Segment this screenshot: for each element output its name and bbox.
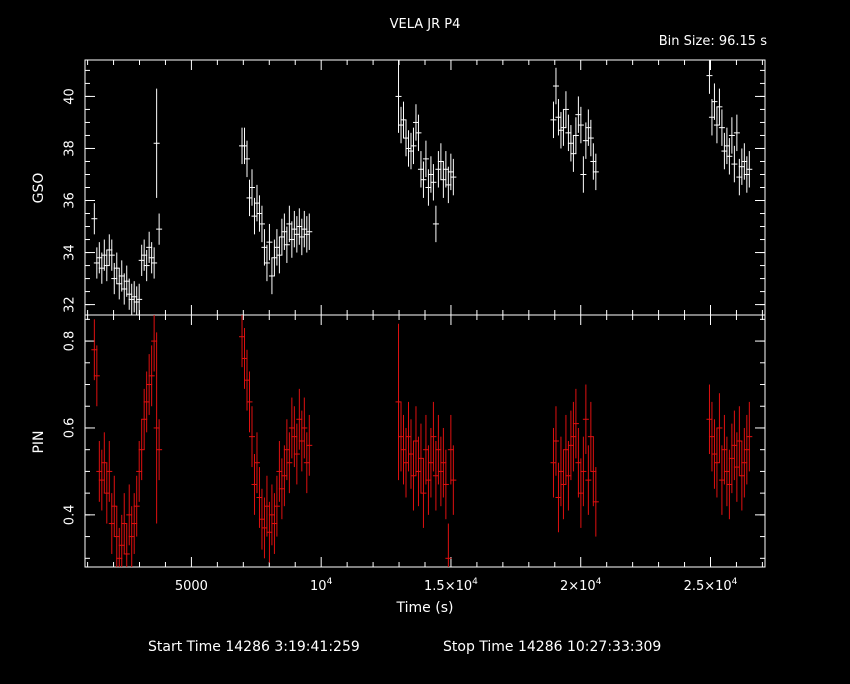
pin-point bbox=[420, 458, 427, 528]
pin-point bbox=[156, 419, 163, 481]
gso-point bbox=[108, 239, 115, 271]
stop-time-label: Stop Time 14286 10:27:33:309 bbox=[443, 639, 661, 655]
pin-point bbox=[133, 475, 140, 537]
gso-point bbox=[395, 60, 402, 133]
pin-ytick-label: 0.6 bbox=[63, 418, 78, 439]
pin-point bbox=[592, 467, 599, 537]
gso-point bbox=[718, 109, 725, 146]
pin-point bbox=[273, 475, 280, 537]
gso-point bbox=[587, 119, 594, 157]
gso-point bbox=[415, 114, 422, 152]
x-tick-label: 1.5×104 bbox=[424, 577, 478, 594]
pin-point bbox=[293, 423, 300, 485]
gso-point bbox=[733, 114, 740, 152]
gso-ytick-label: 38 bbox=[63, 140, 78, 157]
gso-point bbox=[263, 244, 270, 282]
pin-point bbox=[580, 436, 587, 507]
gso-point bbox=[711, 83, 718, 120]
gso-axis-label: GSO bbox=[31, 173, 47, 204]
gso-point bbox=[716, 88, 723, 126]
gso-point bbox=[580, 156, 587, 193]
gso-point bbox=[306, 213, 313, 250]
pin-point bbox=[582, 384, 589, 455]
gso-point bbox=[153, 88, 160, 198]
pin-point bbox=[253, 432, 260, 494]
gso-point bbox=[143, 249, 150, 282]
gso-point bbox=[420, 161, 427, 198]
gso-point bbox=[731, 145, 738, 183]
pin-point bbox=[430, 401, 437, 472]
pin-point bbox=[450, 445, 457, 515]
gso-point bbox=[552, 67, 559, 105]
gso-point bbox=[577, 106, 584, 144]
gso-point bbox=[728, 117, 735, 154]
gso-point bbox=[266, 223, 273, 261]
pin-point bbox=[106, 441, 113, 502]
gso-point bbox=[258, 205, 265, 243]
gso-ytick-label: 34 bbox=[63, 244, 78, 261]
x-tick-label: 2×104 bbox=[560, 577, 602, 594]
pin-frame bbox=[84, 314, 766, 568]
pin-point bbox=[123, 523, 130, 567]
pin-point bbox=[746, 401, 753, 472]
gso-point bbox=[726, 138, 733, 175]
gso-ytick-label: 32 bbox=[63, 296, 78, 313]
x-tick-label: 2.5×104 bbox=[684, 577, 738, 594]
x-tick-label: 5000 bbox=[175, 579, 208, 594]
pin-points bbox=[91, 315, 753, 567]
gso-point bbox=[430, 164, 437, 201]
pin-point bbox=[445, 523, 452, 567]
gso-point bbox=[244, 140, 251, 178]
gso-ytick-label: 36 bbox=[63, 192, 78, 209]
pin-axis-label: PIN bbox=[31, 430, 47, 453]
gso-point bbox=[592, 153, 599, 191]
bin-size-label: Bin Size: 96.15 s bbox=[659, 34, 767, 49]
gso-point bbox=[550, 101, 557, 139]
gso-point bbox=[562, 91, 569, 128]
gso-point bbox=[283, 226, 290, 263]
gso-point bbox=[746, 151, 753, 188]
pin-point bbox=[572, 388, 579, 459]
gso-panel: 32 34 36 38 40 bbox=[63, 59, 766, 316]
pin-point bbox=[552, 406, 559, 476]
gso-point bbox=[450, 158, 457, 196]
gso-point bbox=[422, 140, 429, 178]
pin-panel: 0.4 0.6 0.8 5000 104 1.5×104 2×104 2.5×104 bbox=[63, 314, 766, 594]
pin-point bbox=[248, 406, 255, 468]
pin-point bbox=[306, 414, 313, 476]
pin-ytick-label: 0.4 bbox=[63, 505, 78, 526]
pin-point bbox=[585, 445, 592, 515]
pin-ytick-label: 0.8 bbox=[63, 331, 78, 352]
gso-point bbox=[91, 203, 98, 235]
gso-point bbox=[706, 60, 713, 94]
pin-point bbox=[442, 449, 449, 520]
pin-point bbox=[148, 345, 155, 407]
pin-point bbox=[246, 371, 253, 433]
gso-points bbox=[91, 60, 753, 315]
gso-point bbox=[248, 169, 255, 206]
x-tick-label: 104 bbox=[310, 577, 333, 594]
gso-frame bbox=[84, 59, 766, 316]
gso-point bbox=[572, 117, 579, 154]
gso-point bbox=[136, 283, 143, 315]
pin-point bbox=[716, 393, 723, 463]
pin-point bbox=[301, 397, 308, 459]
gso-ytick-label: 40 bbox=[63, 88, 78, 105]
gso-point bbox=[432, 205, 439, 243]
x-axis-label: Time (s) bbox=[396, 600, 454, 616]
gso-point bbox=[156, 213, 163, 245]
chart-title: VELA JR P4 bbox=[390, 17, 461, 32]
pin-point bbox=[93, 345, 100, 407]
start-time-label: Start Time 14286 3:19:41:259 bbox=[148, 639, 360, 655]
gso-point bbox=[151, 247, 158, 279]
pin-point bbox=[286, 432, 293, 494]
gso-point bbox=[410, 127, 417, 165]
